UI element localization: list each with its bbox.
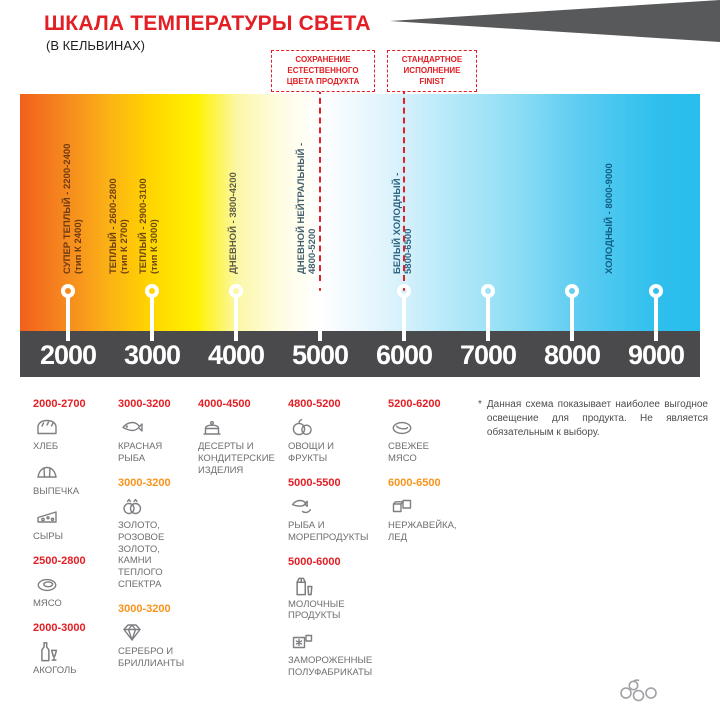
tick-4000: 4000 [207, 340, 265, 370]
dessert-icon [198, 415, 288, 441]
product-item: МОЛОЧНЫЕ ПРОДУКТЫ [288, 573, 384, 623]
product-label: КРАСНАЯ РЫБА [118, 441, 163, 464]
product-item: РЫБА И МОРЕПРОДУКТЫ [288, 494, 384, 544]
product-column-1: 2000-2700 ХЛЕБ ВЫПЕЧКА СЫРЫ 2500-2800 МЯ… [33, 396, 115, 683]
product-item: ЗОЛОТО, РОЗОВОЕ ЗОЛОТО, КАМНИ ТЕПЛОГО СП… [118, 494, 198, 591]
product-label: ВЫПЕЧКА [33, 485, 80, 497]
tick-7000: 7000 [459, 340, 517, 370]
zone-label-super-warm: СУПЕР ТЕПЛЫЙ - 2200-2400 (тип К 2400) [62, 143, 84, 274]
zone-label-daylight: ДНЕВНОЙ - 3800-4200 [228, 172, 239, 274]
tick-6000: 6000 [375, 340, 433, 370]
product-label: ЗАМОРОЖЕННЫЕ ПОЛУФАБРИКАТЫ [288, 655, 373, 679]
pastry-icon [33, 460, 115, 486]
product-item: КРАСНАЯ РЫБА [118, 415, 198, 465]
temperature-gradient [20, 94, 700, 331]
temp-range: 2500-2800 [33, 554, 86, 567]
temp-range: 5000-6000 [288, 555, 341, 568]
product-item: ХЛЕБ [33, 415, 115, 453]
callout-standard-finist: СТАНДАРТНОЕ ИСПОЛНЕНИЕ FINIST [387, 50, 477, 93]
decor-berries-icon [616, 678, 666, 704]
scale-marker-6000 [397, 284, 411, 341]
product-item: ОВОЩИ И ФРУКТЫ [288, 415, 384, 465]
fresh-meat-icon [388, 415, 474, 441]
product-label: ОВОЩИ И ФРУКТЫ [288, 441, 335, 464]
tick-8000: 8000 [543, 340, 601, 370]
footnote: * Данная схема показывает наиболее выгод… [478, 398, 708, 440]
zone-label-warm-3000: ТЕПЛЫЙ - 2900-3100 (тип К 3000) [138, 178, 160, 274]
fruits-icon [288, 415, 384, 441]
ice-icon [388, 494, 474, 520]
temp-range: 2000-2700 [33, 398, 86, 410]
product-label: ХЛЕБ [33, 441, 59, 452]
temp-range: 2000-3000 [33, 621, 86, 634]
product-label: СЕРЕБРО И БРИЛЛИАНТЫ [118, 646, 185, 669]
scale-marker-3000 [145, 284, 159, 341]
page-subtitle: (В КЕЛЬВИНАХ) [46, 38, 145, 53]
page-title: ШКАЛА ТЕМПЕРАТУРЫ СВЕТА [44, 12, 371, 35]
temp-range: 4800-5200 [288, 398, 341, 410]
product-label: МОЛОЧНЫЕ ПРОДУКТЫ [288, 598, 345, 622]
alcohol-icon [33, 639, 115, 665]
product-item: НЕРЖАВЕЙКА, ЛЕД [388, 494, 474, 544]
temp-range: 3000-3200 [118, 398, 171, 410]
scale-marker-2000 [61, 284, 75, 341]
tick-2000: 2000 [39, 340, 97, 370]
product-item: СЕРЕБРО И БРИЛЛИАНТЫ [118, 620, 198, 670]
gold-rings-icon [118, 494, 198, 520]
product-item: ВЫПЕЧКА [33, 460, 115, 498]
product-item: ДЕСЕРТЫ И КОНДИТЕРСКИЕ ИЗДЕЛИЯ [198, 415, 288, 477]
scale-marker-9000 [649, 284, 663, 341]
scale-marker-7000 [481, 284, 495, 341]
temp-range: 5200-6200 [388, 398, 441, 410]
scale-marker-8000 [565, 284, 579, 341]
scale-marker-5000 [313, 284, 327, 341]
temp-range: 3000-3200 [118, 603, 171, 615]
guide-line-5000 [319, 88, 321, 340]
temp-range: 6000-6500 [388, 476, 441, 489]
corner-ribbon [390, 0, 720, 42]
product-column-3: 4000-4500 ДЕСЕРТЫ И КОНДИТЕРСКИЕ ИЗДЕЛИЯ [198, 396, 288, 484]
product-label: НЕРЖАВЕЙКА, ЛЕД [388, 519, 457, 543]
product-item: МЯСО [33, 572, 115, 610]
tick-3000: 3000 [123, 340, 181, 370]
footnote-marker: * [478, 399, 482, 410]
zone-label-neutral: ДНЕВНОЙ НЕЙТРАЛЬНЫЙ - 4800-5200 [296, 142, 318, 274]
callout-natural-color: СОХРАНЕНИЕ ЕСТЕСТВЕННОГО ЦВЕТА ПРОДУКТА [271, 50, 375, 93]
product-item: ЗАМОРОЖЕННЫЕ ПОЛУФАБРИКАТЫ [288, 629, 384, 679]
kelvin-scale-bar: 2000 3000 4000 5000 6000 7000 8000 9000 [20, 331, 700, 377]
product-column-4: 4800-5200 ОВОЩИ И ФРУКТЫ 5000-5500 РЫБА … [288, 396, 384, 686]
product-item: СВЕЖЕЕ МЯСО [388, 415, 474, 465]
milk-icon [288, 573, 384, 599]
product-item: АКОГОЛЬ [33, 639, 115, 677]
cheese-icon [33, 505, 115, 531]
seafood-icon [288, 494, 384, 520]
temp-range: 3000-3200 [118, 476, 171, 489]
product-column-2: 3000-3200 КРАСНАЯ РЫБА 3000-3200 ЗОЛОТО,… [118, 396, 198, 677]
product-label: МЯСО [33, 597, 62, 609]
tick-5000: 5000 [291, 340, 349, 370]
meat-icon [33, 572, 115, 598]
footnote-text: Данная схема показывает наиболее выгодно… [486, 399, 708, 438]
temp-range: 4000-4500 [198, 398, 251, 410]
product-label: СЫРЫ [33, 530, 64, 542]
product-label: СВЕЖЕЕ МЯСО [388, 441, 429, 464]
frozen-icon [288, 629, 384, 655]
temp-range: 5000-5500 [288, 476, 341, 489]
product-label: АКОГОЛЬ [33, 664, 77, 676]
product-label: ДЕСЕРТЫ И КОНДИТЕРСКИЕ ИЗДЕЛИЯ [198, 441, 275, 476]
product-label: ЗОЛОТО, РОЗОВОЕ ЗОЛОТО, КАМНИ ТЕПЛОГО СП… [118, 519, 165, 591]
scale-marker-4000 [229, 284, 243, 341]
product-column-5: 5200-6200 СВЕЖЕЕ МЯСО 6000-6500 НЕРЖАВЕЙ… [388, 396, 474, 551]
product-label: РЫБА И МОРЕПРОДУКТЫ [288, 519, 369, 543]
diamond-icon [118, 620, 198, 646]
tick-9000: 9000 [627, 340, 685, 370]
zone-label-cold: ХОЛОДНЫЙ - 8000-9000 [604, 163, 615, 274]
guide-line-6000 [403, 88, 405, 340]
fish-icon [118, 415, 198, 441]
product-item: СЫРЫ [33, 505, 115, 543]
zone-label-warm-2700: ТЕПЛЫЙ - 2600-2800 (тип К 2700) [108, 178, 130, 274]
bread-icon [33, 415, 115, 441]
